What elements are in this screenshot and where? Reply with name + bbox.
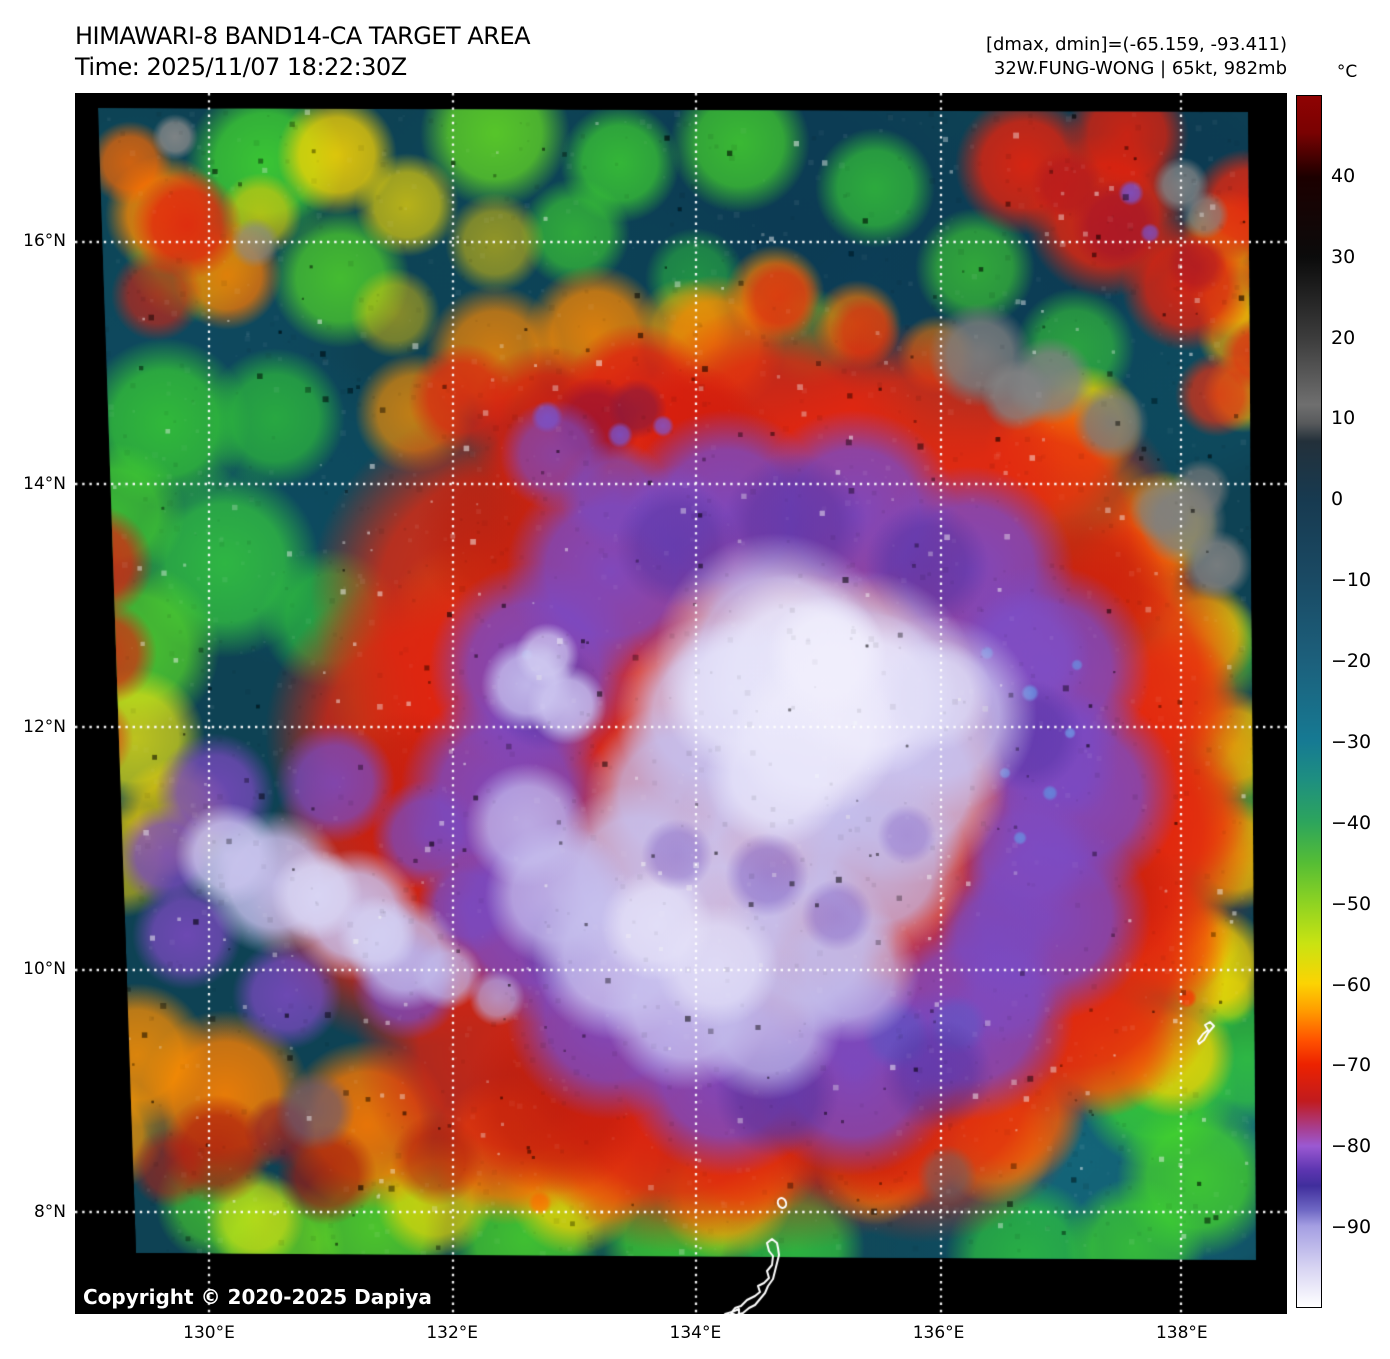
colorbar-tick-label: 10 [1331,407,1356,430]
colorbar [1296,95,1322,1308]
colorbar-tick-label: 0 [1331,488,1344,511]
lat-tick-label: 12°N [23,716,66,737]
colorbar-tick-label: −10 [1331,569,1372,592]
colorbar-tick-label: −40 [1331,811,1372,834]
storm-info: 32W.FUNG-WONG | 65kt, 982mb [993,58,1287,79]
lon-tick-label: 138°E [1155,1323,1208,1343]
dmax-dmin-readout: [dmax, dmin]=(-65.159, -93.411) [985,34,1287,55]
colorbar-tick-label: 20 [1331,326,1356,349]
lon-tick-label: 132°E [426,1323,479,1343]
lat-tick-label: 16°N [23,231,66,251]
colorbar-tick-label: −30 [1331,730,1372,753]
satellite-image-canvas [75,93,1287,1314]
lon-tick-label: 130°E [183,1323,235,1343]
lat-tick-label: 10°N [23,959,66,980]
copyright-watermark: Copyright © 2020-2025 Dapiya [83,1285,432,1309]
colorbar-tick-label: 30 [1331,245,1356,268]
lon-tick-label: 134°E [669,1323,722,1343]
timestamp: Time: 2025/11/07 18:22:30Z [75,53,407,81]
page-title: HIMAWARI-8 BAND14-CA TARGET AREA [75,22,531,50]
colorbar-tick-label: −50 [1331,892,1372,915]
colorbar-tick-label: 40 [1331,164,1356,187]
colorbar-tick-label: −20 [1331,650,1372,673]
colorbar-tick-label: −70 [1331,1054,1372,1077]
lat-tick-label: 8°N [33,1202,66,1223]
colorbar-tick-label: −80 [1331,1135,1372,1158]
colorbar-unit-label: °C [1336,62,1358,82]
colorbar-tick-label: −90 [1331,1216,1372,1239]
lat-tick-label: 14°N [23,473,66,494]
lon-tick-label: 136°E [912,1323,965,1343]
satellite-map: Copyright © 2020-2025 Dapiya [75,93,1287,1314]
colorbar-tick-label: −60 [1331,973,1372,996]
